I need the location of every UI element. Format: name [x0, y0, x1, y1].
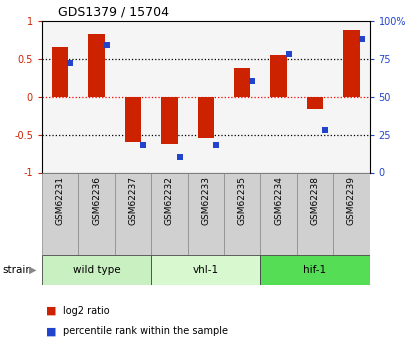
Text: GSM62232: GSM62232 — [165, 176, 174, 225]
Bar — [333, 172, 370, 255]
Text: GSM62238: GSM62238 — [310, 176, 320, 225]
Bar — [234, 68, 250, 97]
Text: ■: ■ — [46, 306, 57, 315]
Text: GSM62231: GSM62231 — [56, 176, 65, 225]
Bar — [307, 97, 323, 109]
Bar — [42, 255, 151, 285]
Bar — [151, 172, 188, 255]
Bar — [151, 255, 260, 285]
Bar — [260, 255, 370, 285]
Text: log2 ratio: log2 ratio — [63, 306, 110, 315]
Text: strain: strain — [2, 265, 32, 275]
Bar — [125, 97, 141, 142]
Text: GDS1379 / 15704: GDS1379 / 15704 — [58, 5, 169, 18]
Text: ▶: ▶ — [29, 265, 36, 275]
Bar — [270, 55, 287, 97]
Bar — [343, 30, 360, 97]
Bar — [198, 97, 214, 138]
Text: hif-1: hif-1 — [303, 265, 327, 275]
Text: ■: ■ — [46, 326, 57, 336]
Bar — [188, 172, 224, 255]
Bar — [79, 172, 115, 255]
Text: vhl-1: vhl-1 — [193, 265, 219, 275]
Bar — [42, 172, 79, 255]
Bar — [224, 172, 260, 255]
Bar — [297, 172, 333, 255]
Bar — [52, 47, 68, 97]
Text: GSM62234: GSM62234 — [274, 176, 283, 225]
Text: GSM62233: GSM62233 — [201, 176, 210, 225]
Text: GSM62236: GSM62236 — [92, 176, 101, 225]
Text: GSM62237: GSM62237 — [129, 176, 137, 225]
Text: percentile rank within the sample: percentile rank within the sample — [63, 326, 228, 336]
Bar — [89, 34, 105, 97]
Bar — [161, 97, 178, 144]
Bar — [115, 172, 151, 255]
Bar — [260, 172, 297, 255]
Text: GSM62239: GSM62239 — [347, 176, 356, 225]
Text: GSM62235: GSM62235 — [238, 176, 247, 225]
Text: wild type: wild type — [73, 265, 121, 275]
